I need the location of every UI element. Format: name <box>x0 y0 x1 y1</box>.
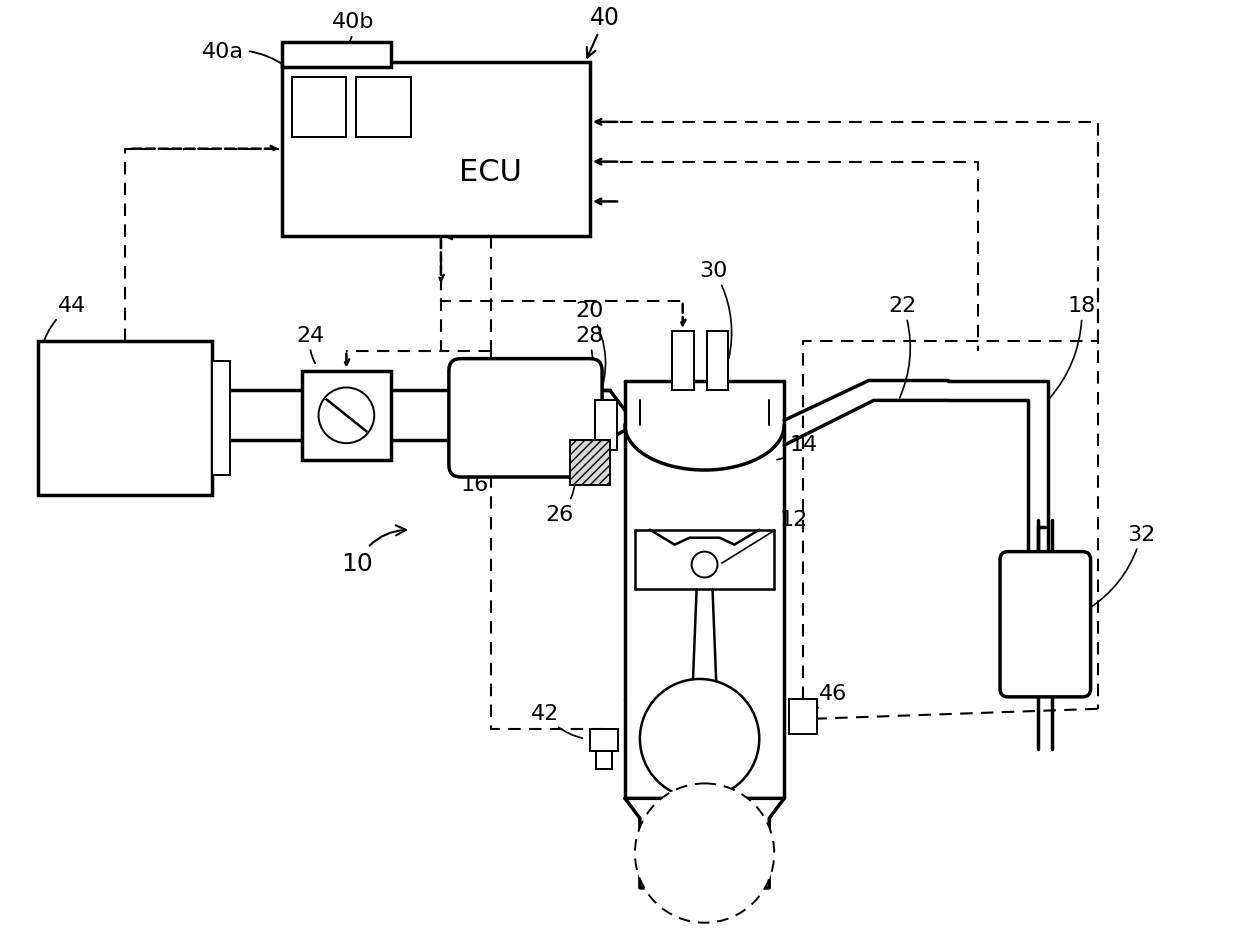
Bar <box>281 43 391 68</box>
Text: 12: 12 <box>722 509 807 564</box>
Bar <box>672 331 693 391</box>
Text: 22: 22 <box>889 295 916 398</box>
Circle shape <box>319 388 374 444</box>
Bar <box>595 401 618 450</box>
Bar <box>356 78 412 138</box>
Bar <box>789 700 817 733</box>
Text: 14: 14 <box>777 434 817 460</box>
Text: 44: 44 <box>40 295 86 379</box>
Text: 28: 28 <box>575 326 604 408</box>
FancyBboxPatch shape <box>449 360 603 478</box>
Circle shape <box>692 552 718 578</box>
Text: 40: 40 <box>587 7 620 59</box>
Text: 40b: 40b <box>331 12 374 46</box>
Bar <box>590 729 618 750</box>
Bar <box>281 63 590 237</box>
Text: 32: 32 <box>1090 524 1156 608</box>
Bar <box>291 78 346 138</box>
Bar <box>570 441 610 485</box>
Text: 18: 18 <box>1049 295 1096 399</box>
Bar <box>596 750 613 768</box>
Circle shape <box>640 680 759 799</box>
Text: ECU: ECU <box>459 158 522 187</box>
Text: 46: 46 <box>817 683 847 709</box>
Bar <box>301 371 391 461</box>
Circle shape <box>635 784 774 922</box>
Text: 42: 42 <box>531 703 583 738</box>
Text: 26: 26 <box>546 483 575 524</box>
Bar <box>38 342 212 496</box>
Text: 24: 24 <box>296 326 325 363</box>
Text: 20: 20 <box>575 300 605 413</box>
Text: 10: 10 <box>341 526 405 575</box>
Bar <box>707 331 728 391</box>
FancyBboxPatch shape <box>999 552 1090 697</box>
Text: 30: 30 <box>699 261 732 359</box>
Text: 40a: 40a <box>202 42 284 66</box>
Text: 16: 16 <box>461 475 489 495</box>
Bar <box>212 362 229 476</box>
